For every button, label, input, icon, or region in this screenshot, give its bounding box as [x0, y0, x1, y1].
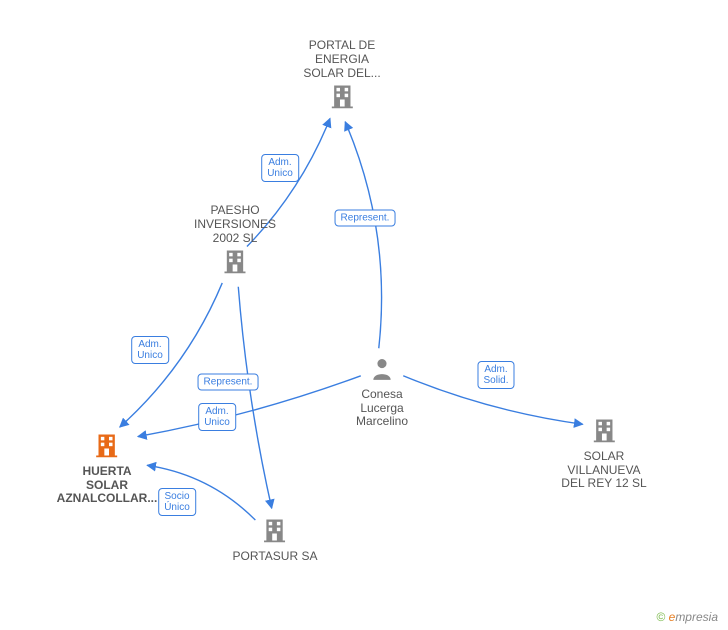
- node-label: PORTASUR SA: [233, 550, 318, 564]
- node-label: ConesaLucergaMarcelino: [356, 388, 408, 429]
- edge-label-conesa-portal: Represent.: [335, 210, 396, 227]
- node-label: PAESHOINVERSIONES2002 SL: [194, 204, 276, 245]
- edge-label-paesho-huerta: Adm. Unico: [131, 336, 169, 364]
- edge-label-paesho-portasur: Adm. Unico: [198, 403, 236, 431]
- person-icon: [369, 356, 395, 382]
- node-solar[interactable]: SOLARVILLANUEVADEL REY 12 SL: [561, 416, 646, 491]
- node-portasur[interactable]: PORTASUR SA: [233, 516, 318, 564]
- building-icon: [590, 416, 618, 444]
- node-label: SOLARVILLANUEVADEL REY 12 SL: [561, 450, 646, 491]
- node-label: PORTAL DEENERGIASOLAR DEL...: [303, 39, 380, 80]
- building-icon: [328, 82, 356, 110]
- brand-rest: mpresia: [675, 610, 718, 624]
- node-huerta[interactable]: HUERTASOLARAZNALCOLLAR...: [57, 431, 158, 506]
- edge-conesa-portal: [345, 122, 381, 348]
- edge-label-paesho-portal: Adm. Unico: [261, 154, 299, 182]
- node-paesho[interactable]: PAESHOINVERSIONES2002 SL: [194, 204, 276, 279]
- edge-paesho-portasur: [238, 287, 271, 508]
- diagram-canvas: Adm. Unico Represent. Adm. Unico Represent.…: [0, 0, 728, 630]
- building-icon: [261, 516, 289, 544]
- node-portal[interactable]: PORTAL DEENERGIASOLAR DEL...: [303, 39, 380, 114]
- node-conesa[interactable]: ConesaLucergaMarcelino: [356, 356, 408, 429]
- building-icon: [93, 431, 121, 459]
- edge-label-conesa-solar: Adm. Solid.: [477, 361, 514, 389]
- edge-label-portasur-huerta: Socio Único: [158, 488, 196, 516]
- footer-credit: © empresia: [656, 610, 718, 624]
- building-icon: [221, 247, 249, 275]
- copyright-symbol: ©: [656, 610, 665, 624]
- edge-label-conesa-huerta: Represent.: [198, 374, 259, 391]
- node-label: HUERTASOLARAZNALCOLLAR...: [57, 465, 158, 506]
